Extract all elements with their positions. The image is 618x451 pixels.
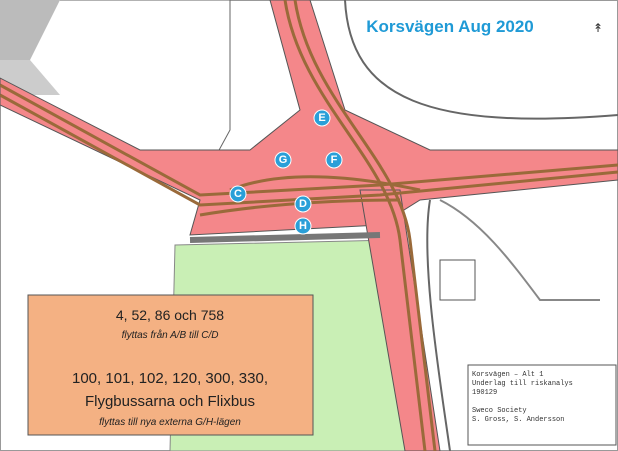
track — [0, 93, 618, 207]
stop-marker — [229, 185, 247, 203]
track — [293, 0, 437, 451]
road-area — [0, 0, 618, 236]
stop-marker — [325, 151, 343, 169]
stop: D — [294, 195, 312, 213]
building — [0, 0, 60, 60]
stop-marker — [294, 217, 312, 235]
title-block-text: Sweco Society — [472, 407, 527, 415]
curb — [189, 232, 381, 243]
stop-marker — [294, 195, 312, 213]
stop-label: C — [234, 188, 242, 200]
stop: G — [274, 151, 292, 169]
road — [426, 199, 451, 451]
info-text: flyttas från A/B till C/D — [122, 329, 219, 341]
stop-label: E — [318, 112, 325, 124]
title-block-text: Korsvägen – Alt 1 — [472, 371, 543, 379]
stop: C — [229, 185, 247, 203]
stop: F — [325, 151, 343, 169]
road-area — [359, 189, 441, 451]
road — [439, 199, 600, 301]
title: Korsvägen Aug 2020 — [366, 17, 534, 36]
stop-marker — [313, 109, 331, 127]
track — [283, 0, 427, 451]
track — [229, 175, 421, 192]
info-text: flyttas till nya externa G/H-lägen — [99, 417, 241, 428]
title-block-text: S. Gross, S. Andersson — [472, 416, 564, 424]
info-text: 4, 52, 86 och 758 — [116, 307, 224, 323]
stop: E — [313, 109, 331, 127]
info-box — [27, 294, 314, 436]
track — [0, 83, 618, 197]
stop-label: D — [299, 198, 307, 210]
info-text: 100, 101, 102, 120, 300, 330, — [72, 370, 268, 387]
structure — [439, 259, 476, 301]
road — [344, 0, 618, 120]
info-text: Flygbussarna och Flixbus — [85, 393, 255, 410]
stop-label: F — [331, 154, 338, 166]
stop-marker — [274, 151, 292, 169]
title-block — [467, 364, 617, 446]
title-block-text: Underlag till riskanalys — [472, 380, 573, 388]
north-arrow: ↟ — [593, 21, 603, 35]
stop: H — [294, 217, 312, 235]
title-block-text: 190129 — [472, 389, 497, 397]
stop-label: H — [299, 220, 307, 232]
stop-label: G — [279, 154, 288, 166]
